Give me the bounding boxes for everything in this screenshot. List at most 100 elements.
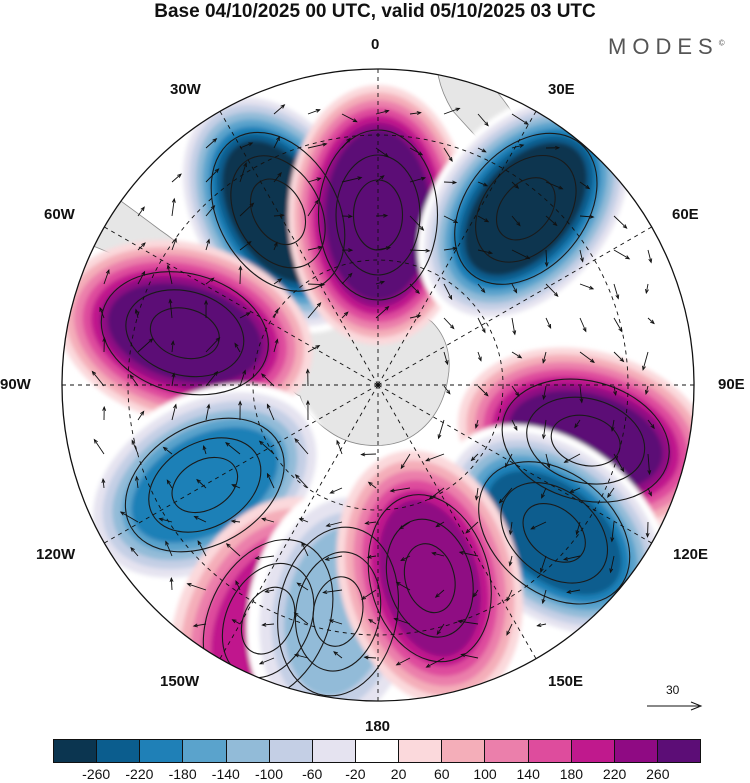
wind-vector — [647, 317, 655, 324]
wind-vector-head — [385, 246, 392, 251]
wind-vector — [436, 521, 445, 528]
wind-vector-head — [431, 551, 437, 556]
wind-vector-head — [540, 567, 544, 574]
wind-vector — [473, 589, 479, 597]
lon-label-30e: 30E — [548, 81, 575, 98]
wind-vector-head — [202, 444, 207, 451]
wind-vector — [323, 589, 343, 594]
wind-vector — [461, 654, 479, 659]
wind-vector-head — [542, 394, 547, 401]
wind-vector — [574, 419, 581, 428]
wind-vector-head — [465, 528, 471, 534]
wind-vector — [307, 143, 327, 149]
wind-vector — [239, 312, 251, 319]
wind-vector-head — [280, 104, 286, 109]
wind-vector — [545, 249, 548, 267]
wind-vector — [443, 317, 455, 329]
wind-vector — [436, 623, 445, 635]
wind-vector-head — [214, 168, 220, 173]
wind-vector — [131, 440, 139, 455]
wind-vector-head — [512, 330, 517, 336]
wind-vector-head — [648, 491, 652, 497]
wind-vector — [239, 370, 246, 387]
wind-vector — [196, 479, 207, 489]
wind-vector-head — [279, 213, 285, 218]
wind-vector — [239, 142, 253, 149]
wind-vector — [569, 487, 581, 493]
wind-vector-head — [425, 248, 431, 253]
wind-vector-head — [336, 439, 341, 445]
wind-vector-head — [579, 398, 584, 404]
wind-vector-head — [622, 224, 628, 229]
colorbar-segment — [614, 740, 658, 762]
wind-vector-head — [225, 543, 231, 548]
wind-vector-head — [481, 148, 487, 153]
streamline-loop — [367, 494, 492, 663]
wind-vector — [564, 453, 581, 463]
streamline — [478, 461, 631, 605]
wind-vector — [307, 246, 322, 251]
wind-vector — [307, 199, 319, 217]
lon-label-0: 0 — [371, 36, 380, 53]
wind-vector-head — [383, 213, 389, 218]
wind-vector-head — [487, 250, 494, 255]
wind-vector — [232, 484, 241, 489]
wind-vector-head — [541, 434, 546, 440]
wind-vector — [545, 215, 557, 226]
wind-vector-head — [480, 288, 486, 294]
wind-vector — [273, 242, 278, 251]
colorbar-segment — [571, 740, 615, 762]
wind-vector-head — [400, 464, 405, 470]
anomaly-band — [464, 142, 587, 276]
lon-label-120e: 120E — [673, 546, 709, 563]
wind-vectors — [91, 104, 655, 668]
colorbar-tick-label: 60 — [434, 766, 450, 782]
wind-vector-head — [140, 410, 145, 416]
wind-vector — [273, 214, 284, 217]
wind-vector-head — [322, 142, 328, 147]
wind-vector-head — [448, 156, 453, 162]
streamline — [500, 482, 609, 584]
wind-vector — [645, 283, 649, 294]
colorbar-segment — [226, 740, 270, 762]
wind-vector-head — [514, 184, 520, 189]
wind-vector-head — [193, 516, 199, 520]
wind-vector — [477, 283, 486, 293]
wind-vector-head — [525, 255, 531, 260]
wind-vector — [477, 215, 489, 223]
wind-vector — [368, 619, 377, 625]
wind-vector — [579, 385, 583, 403]
wind-vector-head — [170, 340, 175, 346]
colorbar-tick-label: -60 — [302, 766, 323, 782]
wind-vector — [103, 269, 110, 285]
streamline-loop — [501, 378, 670, 503]
wind-vector-head — [418, 151, 424, 156]
wind-vector-head — [230, 519, 236, 524]
streamline — [475, 154, 577, 263]
wind-vector-head — [647, 469, 652, 476]
wind-vector — [375, 306, 389, 319]
wind-vector — [120, 511, 139, 523]
wind-vector-head — [140, 206, 145, 212]
wind-vector-head — [119, 511, 125, 516]
wind-vector — [426, 657, 445, 668]
wind-vector — [477, 249, 493, 254]
colorbar-tick-label: 180 — [559, 766, 584, 782]
wind-vector-head — [484, 218, 490, 223]
wind-vector-head — [446, 389, 451, 395]
wind-vector — [99, 307, 105, 319]
colorbar-tick-label: 140 — [516, 766, 540, 782]
streamline — [403, 543, 456, 614]
wind-vector-head — [99, 306, 104, 312]
wind-vector — [273, 278, 282, 285]
wind-vector — [465, 521, 479, 534]
wind-vector — [294, 612, 309, 625]
wind-vector — [567, 589, 581, 593]
wind-vector — [647, 453, 651, 474]
map-border — [61, 68, 695, 702]
wind-vector-head — [530, 525, 536, 530]
wind-vector — [409, 315, 421, 319]
wind-vector — [443, 385, 451, 395]
wind-vector-head — [293, 653, 300, 658]
wind-vector — [375, 175, 385, 183]
